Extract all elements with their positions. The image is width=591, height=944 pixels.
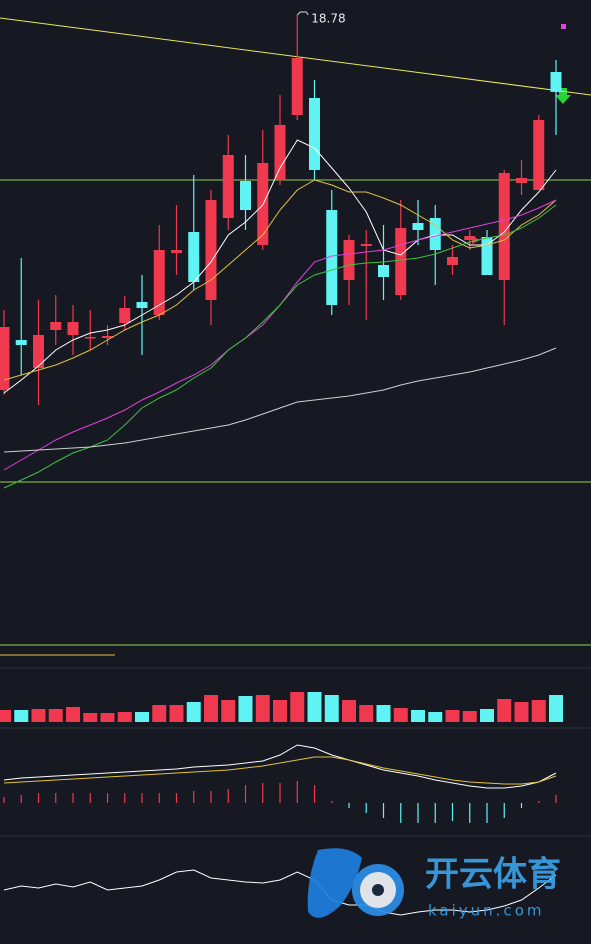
line <box>3 347 557 453</box>
candle-body <box>464 236 476 240</box>
volume-bar <box>462 711 477 722</box>
macd-panel <box>3 744 557 823</box>
candle-body <box>326 210 338 305</box>
candle-body <box>171 250 182 253</box>
candle-body <box>343 240 355 280</box>
candle-body <box>136 302 148 308</box>
candle-body <box>119 308 131 323</box>
volume-bar <box>445 710 460 722</box>
candle-body <box>291 58 303 115</box>
candle-body <box>274 125 286 180</box>
candle-body <box>222 155 234 218</box>
volume-panel <box>0 692 563 722</box>
trend-line <box>0 17 591 96</box>
volume-bar <box>100 713 115 722</box>
indicator-panel <box>3 869 557 916</box>
candle-body <box>395 228 407 295</box>
volume-bar <box>117 712 132 722</box>
candle-body <box>533 120 545 190</box>
volume-bar <box>204 695 218 722</box>
volume-bar <box>428 712 443 722</box>
max-pointer <box>296 11 309 16</box>
marker <box>561 24 566 29</box>
candle-body <box>498 173 510 280</box>
main-panel: 18.78 <box>0 11 591 489</box>
watermark-site: kaiyun.com <box>428 902 544 920</box>
candle-body <box>205 200 217 300</box>
volume-bar <box>135 712 149 722</box>
candle-body <box>378 265 389 277</box>
line <box>3 204 557 489</box>
line <box>3 139 557 394</box>
volume-bar <box>376 705 391 722</box>
line <box>3 744 557 789</box>
candle-body <box>309 98 320 170</box>
candle-body <box>33 335 44 368</box>
volume-bar <box>273 700 287 722</box>
volume-bar <box>66 707 80 722</box>
volume-bar <box>359 705 374 722</box>
logo-patch <box>372 884 384 896</box>
candle-body <box>429 218 441 250</box>
volume-bar <box>342 700 356 722</box>
volume-bar <box>290 692 305 722</box>
volume-bar <box>221 700 236 722</box>
volume-bar <box>255 695 270 722</box>
candle-body <box>188 232 200 282</box>
line <box>3 869 557 916</box>
volume-bar <box>83 713 98 722</box>
max-label: 18.78 <box>311 12 345 26</box>
volume-bar <box>186 702 201 722</box>
candle-body <box>102 336 113 338</box>
candle-body <box>481 237 493 275</box>
candle-body <box>153 250 165 315</box>
volume-bar <box>480 709 494 722</box>
watermark-name: 开云体育 <box>425 855 561 895</box>
candle-body <box>240 181 251 210</box>
candle-body <box>84 337 96 339</box>
volume-bar <box>307 692 322 722</box>
candle-body <box>516 178 527 183</box>
candle-body <box>67 322 79 335</box>
volume-bar <box>531 700 546 722</box>
volume-bar <box>48 709 63 722</box>
candle-body <box>360 244 372 246</box>
volume-bar <box>0 710 11 722</box>
logo-k <box>307 848 362 918</box>
volume-bar <box>514 702 529 722</box>
volume-bar <box>169 705 184 722</box>
line <box>3 756 557 785</box>
candle-body <box>0 327 10 390</box>
volume-bar <box>152 705 167 722</box>
volume-bar <box>238 696 253 722</box>
volume-bar <box>14 710 29 722</box>
candle-body <box>412 223 424 230</box>
volume-bar <box>31 709 46 722</box>
volume-bar <box>393 708 408 722</box>
volume-bar <box>497 699 512 722</box>
candle-body <box>550 72 562 92</box>
volume-bar <box>411 710 425 722</box>
line <box>3 179 557 381</box>
candle-body <box>15 340 27 345</box>
volume-bar <box>549 695 563 722</box>
candle-body <box>50 322 62 330</box>
watermark: 开云体育 kaiyun.com <box>307 848 561 920</box>
candle-body <box>447 257 458 265</box>
volume-bar <box>324 695 339 722</box>
